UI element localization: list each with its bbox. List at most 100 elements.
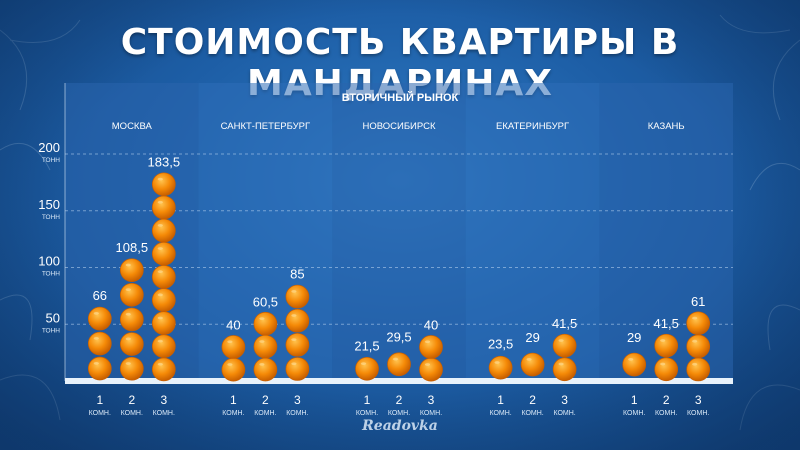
tangerine — [221, 357, 246, 382]
tangerine-highlight — [157, 316, 163, 320]
tangerine-stack-bar — [419, 335, 443, 382]
category-labels: 1 КОМН. 2 КОМН. 3 КОМН. 1 КОМН. 2 КОМН. 3 КОМН. 1 КОМ… — [89, 393, 710, 417]
tangerine-highlight — [660, 339, 666, 342]
room-count-label: 2 — [663, 393, 670, 407]
city-label: САНКТ-ПЕТЕРБУРГ — [221, 121, 311, 132]
tangerine — [253, 357, 278, 382]
tangerine-highlight — [125, 312, 131, 316]
room-unit-label: КОМН. — [286, 410, 308, 417]
tangerine — [119, 307, 144, 332]
room-count-label: 3 — [561, 393, 568, 407]
tangerine-highlight — [157, 224, 163, 227]
y-tick-label: 100 — [38, 254, 60, 269]
tangerine-highlight — [125, 337, 131, 341]
room-unit-label: КОМН. — [420, 410, 442, 417]
tangerine-highlight — [692, 339, 698, 343]
value-label: 183,5 — [148, 155, 181, 170]
value-label: 29,5 — [386, 330, 411, 345]
tangerine — [151, 334, 176, 359]
city-panel — [65, 83, 199, 381]
tangerine — [151, 218, 176, 243]
value-label: 29 — [525, 330, 539, 345]
room-unit-label: КОМН. — [356, 410, 378, 417]
room-count-label: 3 — [160, 393, 167, 407]
room-count-label: 2 — [128, 393, 135, 407]
tangerine-stack-bar — [686, 311, 711, 382]
tangerine-highlight — [93, 361, 99, 365]
value-label: 23,5 — [488, 336, 513, 351]
tangerine — [488, 355, 513, 380]
tangerine-highlight — [125, 288, 131, 292]
tangerine-highlight — [157, 270, 163, 274]
room-count-label: 1 — [631, 393, 638, 407]
city-labels: МОСКВА САНКТ-ПЕТЕРБУРГ НОВОСИБИРСК ЕКАТЕРИН… — [112, 121, 685, 132]
room-unit-label: КОМН. — [521, 410, 543, 417]
tangerine-highlight — [291, 338, 297, 342]
city-label: МОСКВА — [112, 121, 153, 132]
room-unit-label: КОМН. — [388, 410, 410, 417]
tangerine-stack-bar — [151, 172, 176, 382]
tangerine — [686, 311, 711, 336]
tangerine-stacks — [87, 172, 711, 382]
tangerine-stack-bar — [520, 352, 545, 377]
y-tick-unit: ТОНН — [42, 214, 60, 221]
room-unit-label: КОМН. — [655, 410, 677, 417]
tangerine — [151, 172, 176, 197]
tangerine-highlight — [526, 357, 532, 361]
tangerine — [355, 356, 379, 381]
tangerine — [151, 288, 176, 312]
tangerine — [654, 357, 679, 382]
y-tick-unit: ТОНН — [42, 327, 60, 334]
tangerine-highlight — [125, 263, 131, 267]
tangerine-stack-bar — [622, 352, 647, 377]
tangerine-highlight — [628, 357, 634, 361]
value-label: 61 — [691, 294, 705, 309]
room-unit-label: КОМН. — [121, 410, 143, 417]
tangerine — [419, 357, 443, 382]
tangerine — [253, 334, 278, 359]
room-count-label: 2 — [396, 393, 403, 407]
tangerine — [151, 241, 176, 266]
city-panel — [599, 83, 733, 381]
tangerine — [151, 311, 176, 335]
tangerine — [285, 357, 310, 381]
tangerine — [119, 258, 144, 283]
tangerine — [285, 332, 310, 357]
value-labels: 66 108,5 183,5 40 60,5 85 21,5 29,5 40 23,5 29 41,5… — [93, 155, 706, 354]
room-count-label: 2 — [262, 393, 269, 407]
chart-baseline — [65, 378, 733, 384]
room-unit-label: КОМН. — [153, 410, 175, 417]
tangerine-highlight — [259, 317, 265, 321]
tangerine-stack-bar — [654, 333, 679, 382]
tangerine-stack-bar — [253, 311, 278, 382]
room-count-label: 3 — [695, 393, 702, 407]
tangerine — [221, 335, 246, 359]
room-unit-label: КОМН. — [623, 410, 645, 417]
tangerine-highlight — [157, 293, 163, 297]
y-tick-unit: ТОНН — [42, 157, 60, 164]
city-label: КАЗАНЬ — [648, 121, 685, 132]
tangerine — [119, 332, 144, 356]
tangerine — [552, 357, 577, 382]
tangerine — [87, 306, 112, 331]
value-label: 29 — [627, 330, 641, 345]
tangerine — [87, 331, 112, 356]
y-tick-label: 50 — [46, 310, 60, 325]
city-label: НОВОСИБИРСК — [362, 121, 436, 132]
tangerine-highlight — [227, 340, 233, 344]
tangerine-highlight — [227, 363, 233, 366]
y-axis: 50 ТОНН 100 ТОНН 150 ТОНН 200 ТОНН — [38, 83, 66, 381]
chart-subtitle: ВТОРИЧНЫЙ РЫНОК — [342, 91, 459, 104]
value-label: 41,5 — [552, 316, 577, 331]
y-tick-label: 150 — [38, 197, 60, 212]
room-unit-label: КОМН. — [89, 410, 111, 417]
value-label: 41,5 — [654, 316, 679, 331]
tangerine-highlight — [291, 314, 297, 317]
value-label: 40 — [424, 318, 438, 333]
tangerine-highlight — [558, 362, 564, 366]
room-count-label: 1 — [230, 393, 237, 407]
room-unit-label: КОМН. — [489, 410, 511, 417]
y-tick-unit: ТОНН — [42, 271, 60, 278]
value-label: 60,5 — [253, 294, 278, 309]
